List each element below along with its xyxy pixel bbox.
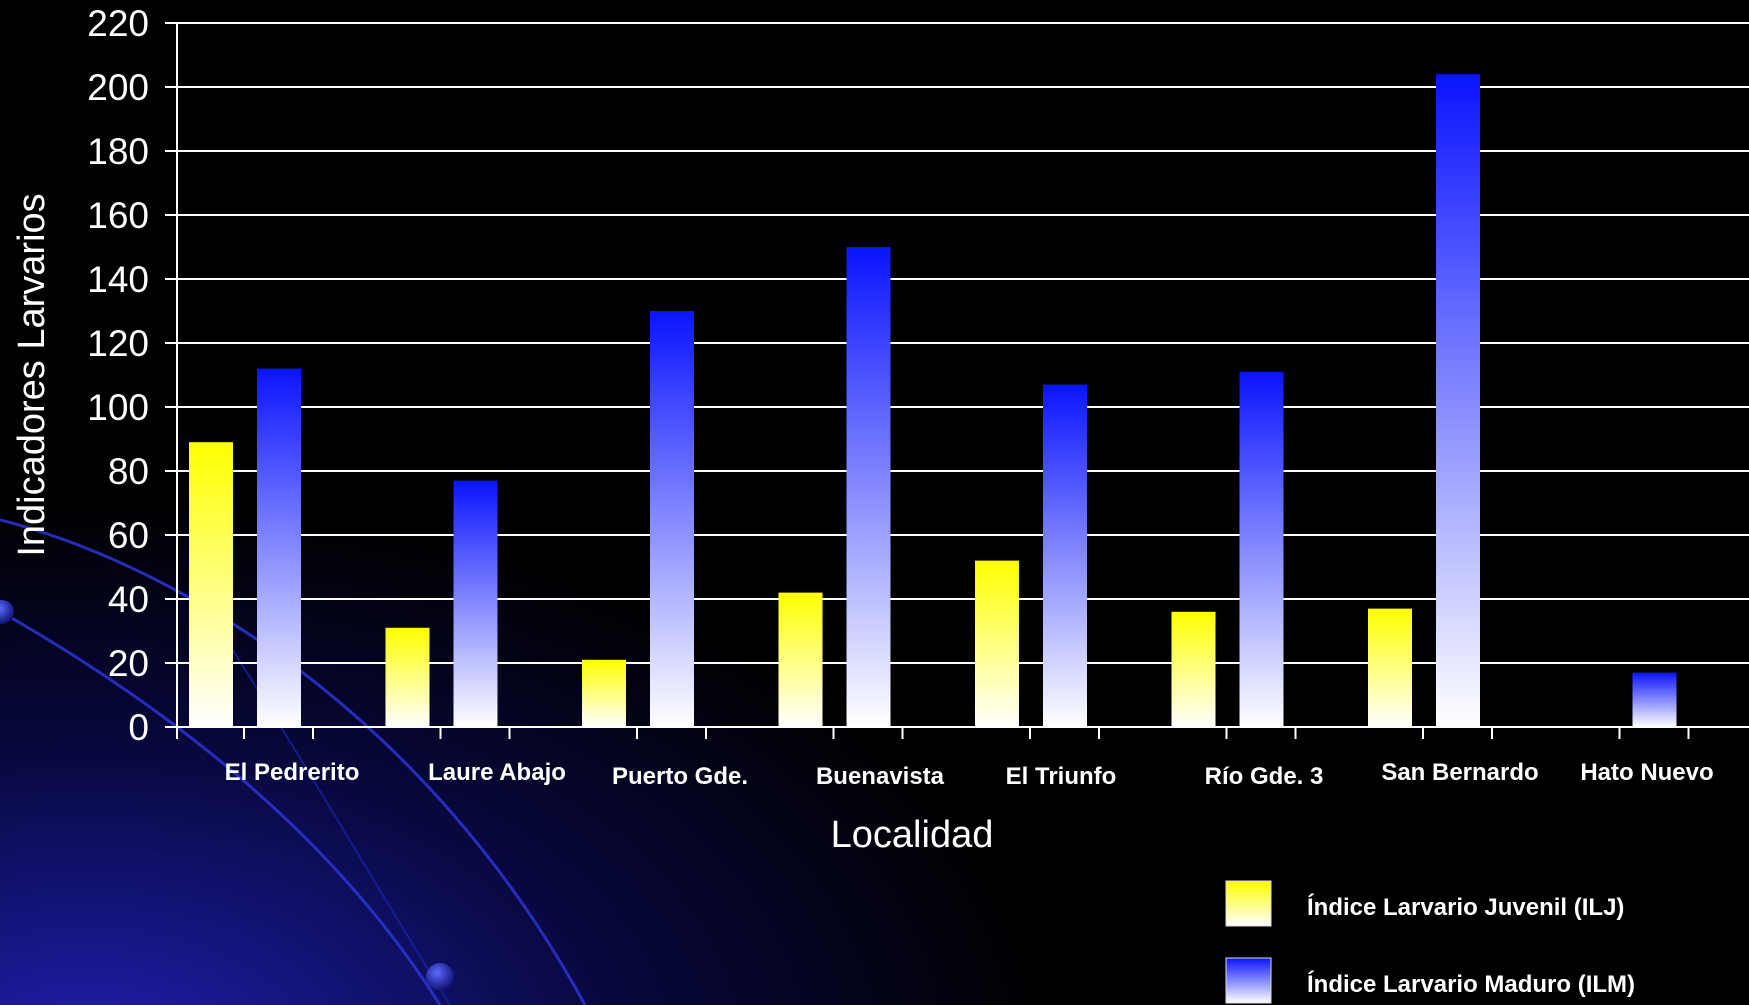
x-tick-label: Puerto Gde. [612,763,748,790]
bar-ilm-1 [453,480,498,727]
decor-dot-bottom [426,963,454,991]
axes [165,22,1749,739]
bar-ilj-6 [1368,608,1412,727]
bar-ilj-2 [582,659,626,727]
legend: Índice Larvario Juvenil (ILJ) Índice Larv… [1225,880,1635,1004]
bar-ilj-3 [778,592,823,727]
bar-ilm-3 [846,247,891,727]
legend-swatch-ilm [1225,957,1272,1004]
y-tick-label: 200 [87,67,149,108]
grid-lines [177,22,1749,664]
decor-dot-left [0,600,14,624]
x-tick-label: Hato Nuevo [1580,759,1713,786]
bar-ilj-0 [189,442,233,727]
y-tick-label: 100 [87,387,149,428]
bars [189,74,1677,727]
y-tick-label: 80 [108,451,149,492]
x-axis-title: Localidad [831,814,994,856]
x-tick-label: Laure Abajo [428,759,566,786]
y-tick-label: 40 [108,579,149,620]
x-tick-label: El Triunfo [1006,763,1117,790]
x-tick-label: Río Gde. 3 [1205,763,1324,790]
bar-ilm-7 [1632,672,1677,727]
x-tick-label: El Pedrerito [225,759,360,786]
decor-arc-2 [0,609,442,1005]
x-tick-labels: El Pedrerito Laure Abajo Puerto Gde. Buenav… [225,759,1714,790]
x-tick-label: Buenavista [816,763,945,790]
y-tick-label: 60 [108,515,149,556]
legend-label-ilm: Índice Larvario Maduro (ILM) [1307,970,1635,998]
legend-label-ilj: Índice Larvario Juvenil (ILJ) [1307,893,1624,921]
bar-ilm-6 [1436,74,1480,727]
y-tick-labels: 0 20 40 60 80 100 120 140 160 180 200 220 [87,3,149,748]
y-tick-label: 160 [87,195,149,236]
bar-ilm-0 [257,368,301,727]
bar-ilm-5 [1239,371,1284,727]
y-axis-title: Indicadores Larvarios [11,193,53,556]
y-tick-label: 0 [128,707,149,748]
x-tick-label: San Bernardo [1381,759,1538,786]
bar-ilj-1 [385,627,430,727]
bar-ilj-4 [975,560,1019,727]
y-tick-label: 140 [87,259,149,300]
y-tick-label: 20 [108,643,149,684]
legend-swatch-ilj [1225,880,1272,927]
bar-ilm-2 [650,311,694,727]
y-tick-label: 180 [87,131,149,172]
bar-ilj-5 [1171,611,1216,727]
bar-ilm-4 [1043,384,1087,727]
y-tick-label: 120 [87,323,149,364]
y-tick-label: 220 [87,3,149,44]
